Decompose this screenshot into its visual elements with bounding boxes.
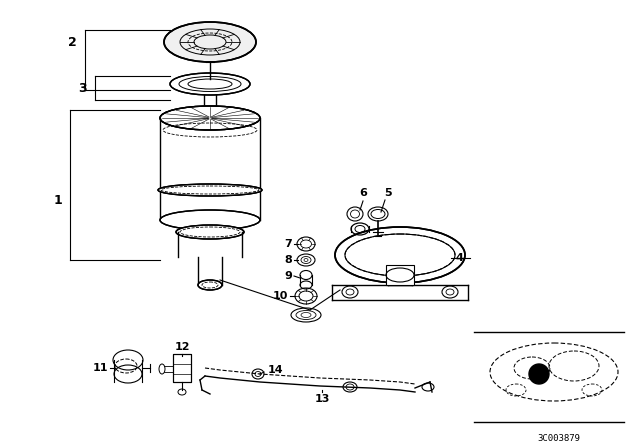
Ellipse shape (160, 210, 260, 230)
Text: 3C003879: 3C003879 (538, 434, 580, 443)
Ellipse shape (164, 22, 256, 62)
Bar (173, 354, 191, 382)
Ellipse shape (160, 106, 260, 130)
Ellipse shape (176, 225, 244, 239)
Text: 6: 6 (359, 188, 367, 198)
Text: 4: 4 (455, 253, 463, 263)
Text: 1: 1 (53, 194, 62, 207)
Ellipse shape (198, 280, 222, 290)
Bar (173, 354, 191, 382)
Text: 8: 8 (284, 255, 292, 265)
Ellipse shape (170, 73, 250, 95)
Text: 9: 9 (284, 271, 292, 281)
Text: 12: 12 (174, 342, 189, 352)
Circle shape (529, 364, 549, 384)
Text: 3: 3 (78, 82, 87, 95)
Ellipse shape (158, 184, 262, 196)
Text: 7: 7 (284, 239, 292, 249)
Text: 5: 5 (384, 188, 392, 198)
Text: 2: 2 (68, 35, 77, 48)
Ellipse shape (335, 227, 465, 283)
Text: 11: 11 (93, 363, 108, 373)
Text: 14: 14 (268, 365, 284, 375)
Bar (386, 265, 414, 285)
Text: 10: 10 (273, 291, 288, 301)
Text: 13: 13 (314, 394, 330, 404)
